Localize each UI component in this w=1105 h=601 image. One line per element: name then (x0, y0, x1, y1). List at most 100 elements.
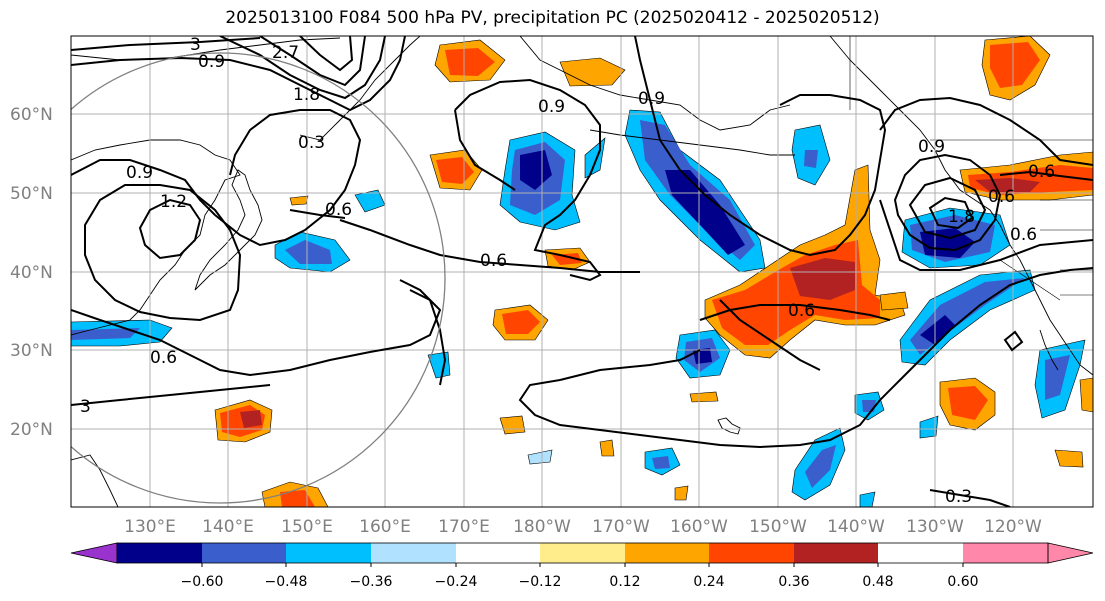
precip-pos-region (240, 410, 262, 428)
lat-label: 50°N (10, 184, 53, 204)
lon-label: 160°E (359, 517, 411, 537)
colorbar-segment (963, 543, 1048, 563)
pv-contour (999, 170, 1093, 181)
pv-contour (339, 219, 640, 273)
colorbar-segment (540, 543, 625, 563)
contour-label: 0.6 (1028, 162, 1055, 182)
contour-label: 0.9 (918, 137, 945, 157)
contour-label: 0.6 (325, 200, 352, 220)
lon-label: 150°E (281, 517, 333, 537)
lon-label: 170°W (592, 517, 650, 537)
colorbar-segment (286, 543, 371, 563)
pv-contour (71, 384, 271, 406)
contour-label: 0.6 (480, 251, 507, 271)
colorbar-tick-label: 0.12 (609, 574, 640, 590)
contour-label: 0.9 (198, 52, 225, 72)
precip-neg-region (920, 315, 955, 345)
lon-label: 150°W (749, 517, 807, 537)
map-title: 2025013100 F084 500 hPa PV, precipitatio… (225, 8, 880, 28)
pv-contour (559, 349, 701, 381)
contour-label: 0.6 (788, 301, 815, 321)
pv-contour (908, 176, 987, 240)
contour-label: 0.9 (638, 89, 665, 109)
precip-pos-region (689, 391, 719, 403)
pv-contour (454, 78, 602, 282)
colorbar-segment (371, 543, 456, 563)
colorbar-tick-label: 0.60 (947, 574, 978, 590)
precip-neg-region (527, 449, 553, 465)
contour-label: 0.3 (298, 133, 325, 153)
precip-pos-region (502, 310, 540, 334)
precip-pos-region (1054, 449, 1084, 468)
contour-label: 0.6 (1010, 225, 1037, 245)
colorbar-tick-label: −0.36 (350, 574, 393, 590)
precip-pos-region (280, 490, 315, 507)
precip-neg-region (71, 328, 140, 340)
pv-contour (259, 36, 366, 87)
lat-label: 30°N (10, 341, 53, 361)
pv-contour (299, 36, 354, 72)
pv-contour (454, 109, 516, 191)
colorbar-extend-min (70, 542, 118, 564)
precip-neg-region (1045, 355, 1070, 400)
colorbar-extend-max (1047, 542, 1094, 564)
contour-label: 2.7 (272, 43, 299, 63)
contour-labels: 3 2.7 0.9 1.8 0.3 0.9 0.9 0.9 1.2 0.6 0.… (80, 36, 1055, 507)
contour-label: 3 (80, 397, 91, 417)
precip-pos-region (445, 48, 495, 76)
lat-label: 40°N (10, 263, 53, 283)
contour-label: 1.8 (948, 207, 975, 227)
precip-neg-region (804, 150, 818, 168)
pv-contour (289, 209, 346, 219)
precip-neg-region (919, 415, 939, 439)
contour-label: 0.6 (150, 348, 177, 368)
precip-neg-region (859, 491, 876, 507)
colorbar-tick-label: 0.36 (778, 574, 809, 590)
lon-label: 180°W (513, 517, 571, 537)
longitude-labels: 130°E 140°E 150°E 160°E 170°E 180°W 170°… (124, 517, 1042, 537)
colorbar-tick-label: −0.60 (181, 574, 224, 590)
lon-label: 120°W (984, 517, 1042, 537)
colorbar (70, 542, 1094, 567)
contour-label: 1.2 (160, 192, 187, 212)
precip-pos-region (790, 258, 855, 300)
pv-contour (138, 198, 202, 260)
coastline-kamchatka (299, 36, 421, 141)
precip-pos-region (674, 485, 689, 501)
pv-contour (219, 36, 386, 100)
coastline-aleutians (589, 129, 795, 156)
precip-pos-region (552, 253, 582, 265)
lon-label: 140°W (827, 517, 885, 537)
precip-pos-region (948, 386, 988, 420)
colorbar-segment (117, 543, 202, 563)
colorbar-segment (625, 543, 709, 563)
lon-label: 170°E (438, 517, 490, 537)
pv-contour (929, 489, 1011, 507)
contour-label: 0.9 (538, 97, 565, 117)
precip-pos-region (1079, 377, 1093, 413)
pv-contour (928, 196, 974, 230)
precip-neg-region (520, 150, 552, 190)
contour-label: 0.6 (988, 187, 1015, 207)
pv-contour (84, 184, 242, 322)
coastline-alaska (519, 36, 791, 131)
precip-pos-region (289, 195, 309, 206)
colorbar-tick-label: 0.48 (862, 574, 893, 590)
precip-pos-region (599, 439, 615, 457)
coastline-japan (194, 169, 263, 291)
precip-pos-region (975, 178, 1040, 192)
precip-neg-region (652, 456, 670, 469)
pv-contour (71, 109, 362, 247)
precip-neg-region (285, 240, 332, 264)
colorbar-segment (202, 543, 286, 563)
colorbar-segment (456, 543, 540, 563)
gridlines (71, 36, 1093, 507)
pv-contour (634, 36, 887, 257)
precip-pos-region (990, 42, 1040, 88)
pv-contour (719, 299, 821, 371)
border-line (999, 259, 1061, 301)
pv-contour (71, 279, 442, 377)
pv-contour (409, 289, 447, 386)
lon-label: 160°W (670, 517, 728, 537)
